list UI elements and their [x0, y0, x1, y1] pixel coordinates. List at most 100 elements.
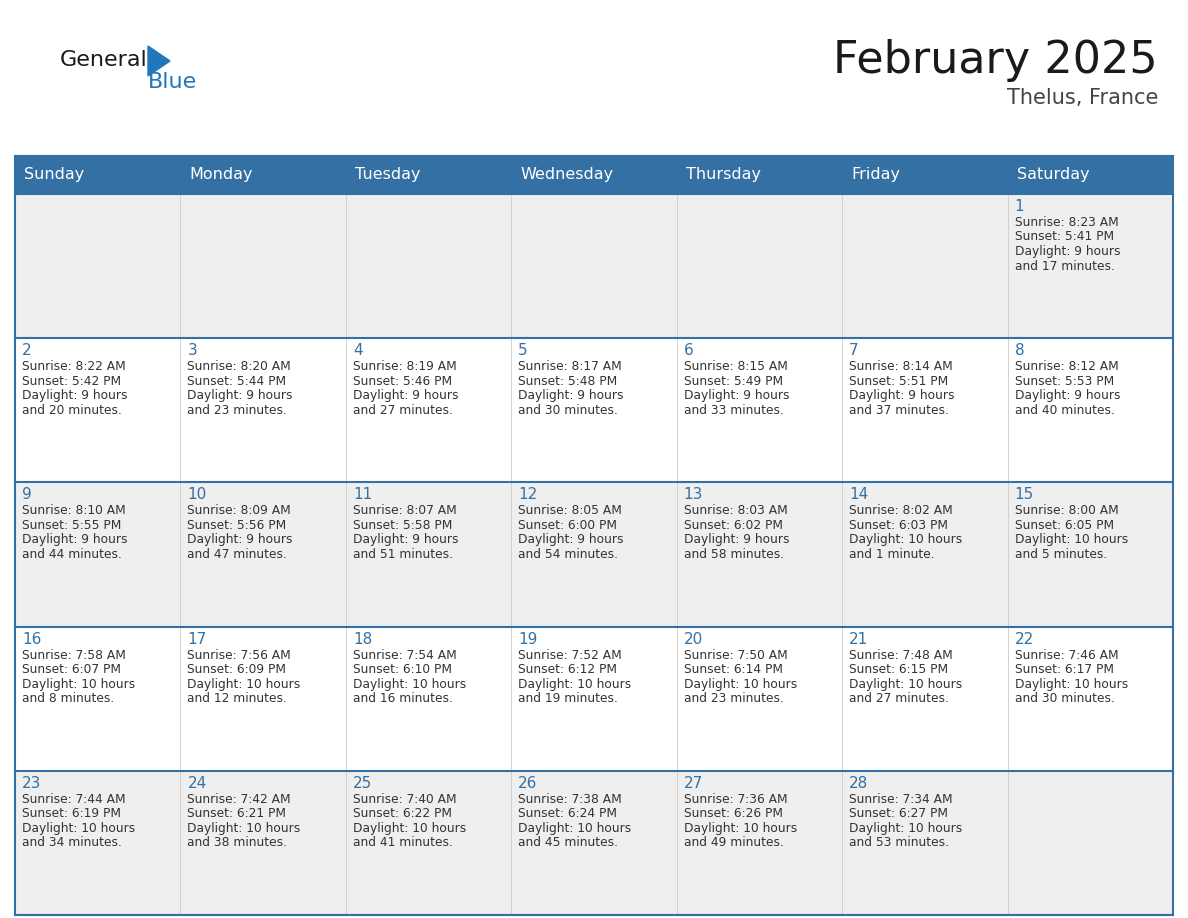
Text: 18: 18 [353, 632, 372, 646]
Text: Sunrise: 8:17 AM: Sunrise: 8:17 AM [518, 360, 623, 374]
Text: Daylight: 10 hours: Daylight: 10 hours [23, 677, 135, 690]
Text: and 17 minutes.: and 17 minutes. [1015, 260, 1114, 273]
Text: and 53 minutes.: and 53 minutes. [849, 836, 949, 849]
Text: Sunset: 6:12 PM: Sunset: 6:12 PM [518, 663, 618, 676]
Text: Sunrise: 7:52 AM: Sunrise: 7:52 AM [518, 649, 623, 662]
Bar [511, 338, 677, 482]
Text: Daylight: 10 hours: Daylight: 10 hours [684, 822, 797, 834]
Text: 6: 6 [684, 343, 694, 358]
Text: Sunrise: 8:20 AM: Sunrise: 8:20 AM [188, 360, 291, 374]
Text: Daylight: 10 hours: Daylight: 10 hours [1015, 677, 1127, 690]
Text: Daylight: 9 hours: Daylight: 9 hours [188, 389, 293, 402]
Text: Sunset: 5:53 PM: Sunset: 5:53 PM [1015, 375, 1114, 387]
Text: and 38 minutes.: and 38 minutes. [188, 836, 287, 849]
Text: Sunset: 5:46 PM: Sunset: 5:46 PM [353, 375, 451, 387]
Bar [346, 771, 511, 915]
Text: Sunrise: 8:22 AM: Sunrise: 8:22 AM [23, 360, 126, 374]
Text: Sunset: 5:56 PM: Sunset: 5:56 PM [188, 519, 286, 532]
Text: Friday: Friday [851, 167, 901, 183]
Text: Thursday: Thursday [685, 167, 760, 183]
Text: Sunrise: 7:54 AM: Sunrise: 7:54 AM [353, 649, 456, 662]
Text: General: General [61, 50, 147, 70]
Text: and 34 minutes.: and 34 minutes. [23, 836, 122, 849]
Text: Daylight: 9 hours: Daylight: 9 hours [1015, 389, 1120, 402]
Text: 5: 5 [518, 343, 527, 358]
Text: Daylight: 9 hours: Daylight: 9 hours [1015, 245, 1120, 258]
Bar [677, 627, 842, 771]
Bar [181, 771, 346, 915]
Text: and 23 minutes.: and 23 minutes. [684, 692, 784, 705]
Text: Sunset: 6:22 PM: Sunset: 6:22 PM [353, 807, 451, 821]
Text: Sunrise: 7:48 AM: Sunrise: 7:48 AM [849, 649, 953, 662]
Text: 27: 27 [684, 776, 703, 790]
Bar [1007, 482, 1173, 627]
Text: Daylight: 10 hours: Daylight: 10 hours [188, 677, 301, 690]
Text: Sunset: 5:41 PM: Sunset: 5:41 PM [1015, 230, 1113, 243]
Text: and 54 minutes.: and 54 minutes. [518, 548, 618, 561]
Text: Sunset: 6:05 PM: Sunset: 6:05 PM [1015, 519, 1113, 532]
Text: Sunrise: 8:00 AM: Sunrise: 8:00 AM [1015, 504, 1118, 518]
Bar [346, 482, 511, 627]
Text: and 40 minutes.: and 40 minutes. [1015, 404, 1114, 417]
Text: Sunset: 6:09 PM: Sunset: 6:09 PM [188, 663, 286, 676]
Text: Saturday: Saturday [1017, 167, 1089, 183]
Bar [15, 627, 181, 771]
Text: Daylight: 9 hours: Daylight: 9 hours [684, 533, 789, 546]
Text: Blue: Blue [148, 72, 197, 92]
Bar [842, 338, 1007, 482]
Bar [677, 194, 842, 338]
Text: Daylight: 10 hours: Daylight: 10 hours [849, 533, 962, 546]
Text: Sunset: 5:49 PM: Sunset: 5:49 PM [684, 375, 783, 387]
Text: Sunrise: 7:34 AM: Sunrise: 7:34 AM [849, 793, 953, 806]
Text: Sunrise: 7:50 AM: Sunrise: 7:50 AM [684, 649, 788, 662]
Bar [15, 771, 181, 915]
Bar [677, 771, 842, 915]
Text: and 37 minutes.: and 37 minutes. [849, 404, 949, 417]
Text: 11: 11 [353, 487, 372, 502]
Text: Sunrise: 7:36 AM: Sunrise: 7:36 AM [684, 793, 788, 806]
Bar [511, 771, 677, 915]
Text: Sunrise: 8:07 AM: Sunrise: 8:07 AM [353, 504, 456, 518]
Text: and 45 minutes.: and 45 minutes. [518, 836, 618, 849]
Text: 21: 21 [849, 632, 868, 646]
Text: Daylight: 10 hours: Daylight: 10 hours [188, 822, 301, 834]
Text: 16: 16 [23, 632, 42, 646]
Text: Daylight: 10 hours: Daylight: 10 hours [353, 822, 466, 834]
Bar [511, 194, 677, 338]
Bar [181, 482, 346, 627]
Text: Sunrise: 8:10 AM: Sunrise: 8:10 AM [23, 504, 126, 518]
Text: Monday: Monday [189, 167, 253, 183]
Text: 15: 15 [1015, 487, 1034, 502]
Bar [1007, 771, 1173, 915]
Text: Sunday: Sunday [24, 167, 84, 183]
Text: Sunrise: 8:19 AM: Sunrise: 8:19 AM [353, 360, 456, 374]
Text: and 49 minutes.: and 49 minutes. [684, 836, 784, 849]
Bar [1007, 627, 1173, 771]
Text: 1: 1 [1015, 199, 1024, 214]
Bar [842, 627, 1007, 771]
Text: and 19 minutes.: and 19 minutes. [518, 692, 618, 705]
Text: 10: 10 [188, 487, 207, 502]
Text: Sunset: 6:17 PM: Sunset: 6:17 PM [1015, 663, 1113, 676]
Text: Daylight: 9 hours: Daylight: 9 hours [23, 389, 127, 402]
Text: Sunrise: 8:05 AM: Sunrise: 8:05 AM [518, 504, 623, 518]
Text: Sunset: 5:58 PM: Sunset: 5:58 PM [353, 519, 453, 532]
Text: Sunrise: 8:12 AM: Sunrise: 8:12 AM [1015, 360, 1118, 374]
Text: Tuesday: Tuesday [355, 167, 421, 183]
Text: Thelus, France: Thelus, France [1006, 88, 1158, 108]
Text: Sunset: 6:24 PM: Sunset: 6:24 PM [518, 807, 618, 821]
Bar [181, 338, 346, 482]
Text: Daylight: 9 hours: Daylight: 9 hours [518, 389, 624, 402]
Text: 12: 12 [518, 487, 537, 502]
Text: Sunrise: 7:58 AM: Sunrise: 7:58 AM [23, 649, 126, 662]
Text: and 20 minutes.: and 20 minutes. [23, 404, 122, 417]
Text: Sunrise: 7:42 AM: Sunrise: 7:42 AM [188, 793, 291, 806]
Text: Sunrise: 8:14 AM: Sunrise: 8:14 AM [849, 360, 953, 374]
Text: Sunset: 5:48 PM: Sunset: 5:48 PM [518, 375, 618, 387]
Bar [15, 156, 1173, 194]
Text: and 27 minutes.: and 27 minutes. [849, 692, 949, 705]
Text: 9: 9 [23, 487, 32, 502]
Text: Sunset: 6:15 PM: Sunset: 6:15 PM [849, 663, 948, 676]
Text: 17: 17 [188, 632, 207, 646]
Bar [677, 482, 842, 627]
